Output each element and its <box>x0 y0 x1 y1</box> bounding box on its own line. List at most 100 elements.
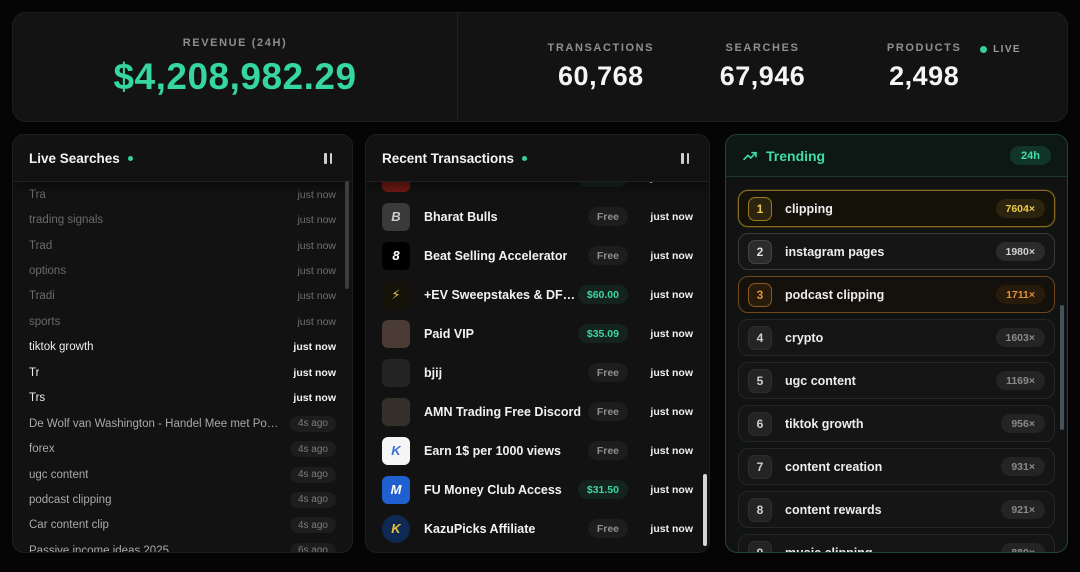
transaction-row[interactable]: AMN Trading Free Discord Free just now <box>366 392 709 431</box>
transaction-row[interactable]: H House of Samms VIP $49.99 just now <box>366 182 709 197</box>
rank-badge: 7 <box>748 454 772 479</box>
search-term: forex <box>29 443 55 456</box>
transaction-row[interactable]: bjij Free just now <box>366 353 709 392</box>
live-searches-title: Live Searches <box>29 150 120 166</box>
price-badge: $60.00 <box>577 285 628 304</box>
product-icon: K <box>382 514 410 543</box>
product-name: AMN Trading Free Discord <box>424 404 581 419</box>
search-timestamp: 4s ago <box>289 491 336 508</box>
search-row[interactable]: forex 4s ago <box>13 436 352 461</box>
search-row[interactable]: sports just now <box>13 309 352 334</box>
search-timestamp: just now <box>297 239 336 252</box>
transaction-row[interactable]: ⚡ +EV Sweepstakes & DFS Package $60.00 j… <box>366 275 709 314</box>
transaction-row[interactable]: B Bharat Bulls Free just now <box>366 197 709 236</box>
trending-row[interactable]: 7 content creation 931× <box>738 448 1055 485</box>
product-icon-glyph: K <box>391 521 401 536</box>
pause-icon[interactable] <box>320 149 336 168</box>
product-icon-glyph: K <box>391 443 401 458</box>
search-row[interactable]: tiktok growth just now <box>13 335 352 360</box>
rank-badge: 8 <box>748 497 772 522</box>
transaction-timestamp: just now <box>650 522 693 535</box>
search-count-badge: 1711× <box>996 285 1045 304</box>
trending-term: crypto <box>785 330 824 345</box>
live-searches-header: Live Searches <box>13 135 352 182</box>
revenue-stat: REVENUE (24H) $4,208,982.29 <box>13 13 458 121</box>
search-term: podcast clipping <box>29 493 112 506</box>
search-timestamp: 4s ago <box>289 415 336 432</box>
transaction-timestamp: just now <box>650 210 693 223</box>
search-row[interactable]: Car content clip 4s ago <box>13 513 352 538</box>
search-term: ugc content <box>29 468 89 481</box>
price-badge: $31.50 <box>577 480 628 499</box>
search-term: trading signals <box>29 214 104 227</box>
rank-badge: 3 <box>748 282 772 307</box>
product-icon <box>382 397 410 426</box>
product-icon-glyph: 8 <box>392 248 400 263</box>
trending-term: music clipping <box>785 546 873 553</box>
search-row[interactable]: podcast clipping 4s ago <box>13 487 352 512</box>
trending-row[interactable]: 5 ugc content 1169× <box>738 362 1055 399</box>
trending-row[interactable]: 6 tiktok growth 956× <box>738 405 1055 442</box>
transactions-list-viewport: H House of Samms VIP $49.99 just now B B… <box>366 182 709 552</box>
transactions-value: 60,768 <box>558 61 644 91</box>
product-name: Beat Selling Accelerator <box>424 248 568 263</box>
rank-badge: 2 <box>748 239 772 264</box>
search-row[interactable]: Tradi just now <box>13 284 352 309</box>
search-term: Trs <box>29 392 46 405</box>
search-row[interactable]: Tr just now <box>13 360 352 385</box>
trending-row[interactable]: 3 podcast clipping 1711× <box>738 276 1055 313</box>
scrollbar-thumb[interactable] <box>345 181 349 289</box>
search-row[interactable]: Trad just now <box>13 233 352 258</box>
search-count-badge: 1169× <box>996 371 1045 390</box>
search-row[interactable]: De Wolf van Washington - Handel Mee met … <box>13 411 352 436</box>
transaction-row[interactable]: K KazuPicks Affiliate Free just now <box>366 509 709 548</box>
transactions-label: TRANSACTIONS <box>547 42 655 54</box>
trending-row[interactable]: 8 content rewards 921× <box>738 491 1055 528</box>
live-label: LIVE <box>993 44 1021 55</box>
transaction-row[interactable]: 8 Beat Selling Accelerator Free just now <box>366 236 709 275</box>
search-row[interactable]: Trs just now <box>13 386 352 411</box>
search-row[interactable]: Passive income ideas 2025 6s ago <box>13 538 352 552</box>
transactions-list: H House of Samms VIP $49.99 just now B B… <box>366 182 709 548</box>
price-badge: Free <box>587 363 628 382</box>
transaction-row[interactable]: K Earn 1$ per 1000 views Free just now <box>366 431 709 470</box>
transaction-timestamp: just now <box>641 182 693 184</box>
search-term: Car content clip <box>29 519 109 532</box>
live-indicator: LIVE <box>980 44 1021 55</box>
transaction-row[interactable]: M FU Money Club Access $31.50 just now <box>366 470 709 509</box>
time-range-badge[interactable]: 24h <box>1010 146 1051 165</box>
search-timestamp: 4s ago <box>289 441 336 458</box>
scrollbar-thumb[interactable] <box>703 474 707 546</box>
product-icon: 8 <box>382 241 410 270</box>
search-timestamp: just now <box>293 341 336 354</box>
trending-row[interactable]: 2 instagram pages 1980× <box>738 233 1055 270</box>
transaction-timestamp: just now <box>650 405 693 418</box>
trending-row[interactable]: 9 music clipping 880× <box>738 534 1055 552</box>
search-timestamp: just now <box>297 265 336 278</box>
trending-row[interactable]: 1 clipping 7604× <box>738 190 1055 227</box>
transaction-timestamp: just now <box>650 327 693 340</box>
price-badge: Free <box>587 402 628 421</box>
search-row[interactable]: options just now <box>13 258 352 283</box>
price-badge: $35.09 <box>577 324 628 343</box>
search-row[interactable]: ugc content 4s ago <box>13 462 352 487</box>
search-timestamp: just now <box>297 290 336 303</box>
price-badge: Free <box>587 441 628 460</box>
trending-panel: Trending 24h 1 clipping 7604× 2 instagra… <box>725 134 1068 553</box>
recent-transactions-panel: Recent Transactions H House of Samms VIP… <box>365 134 710 553</box>
search-row[interactable]: Tra just now <box>13 182 352 207</box>
trending-row[interactable]: 4 crypto 1603× <box>738 319 1055 356</box>
transaction-row[interactable]: Paid VIP $35.09 just now <box>366 314 709 353</box>
trending-term: instagram pages <box>785 244 885 259</box>
search-timestamp: just now <box>293 366 336 379</box>
search-row[interactable]: trading signals just now <box>13 207 352 232</box>
product-name: FU Money Club Access <box>424 482 562 497</box>
pause-icon[interactable] <box>677 149 693 168</box>
trending-term: clipping <box>785 201 833 216</box>
trending-term: ugc content <box>785 373 856 388</box>
product-icon <box>382 358 410 387</box>
product-icon: H <box>382 182 410 192</box>
scrollbar-thumb[interactable] <box>1060 305 1064 430</box>
search-count-badge: 1980× <box>995 242 1045 261</box>
